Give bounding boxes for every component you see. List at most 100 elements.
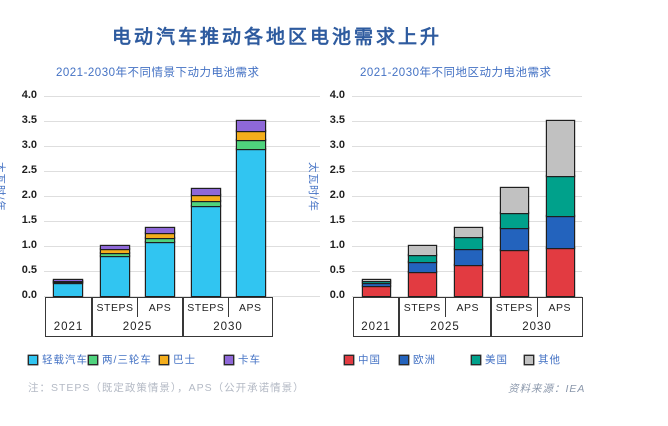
gridline bbox=[44, 146, 320, 147]
y-tick-label: 4.0 bbox=[329, 89, 345, 101]
bar-segment bbox=[100, 253, 129, 256]
legend-label: 卡车 bbox=[238, 354, 261, 366]
source-credit: 资料来源：IEA bbox=[508, 383, 586, 395]
year-label: 2030 bbox=[213, 320, 243, 333]
bar-segment bbox=[454, 249, 482, 265]
legend-swatch-icon bbox=[89, 355, 97, 364]
bar-segment bbox=[54, 281, 82, 282]
bar-segment bbox=[546, 248, 574, 296]
bar-segment bbox=[146, 241, 174, 296]
bar-segment bbox=[546, 216, 574, 248]
bar-segment bbox=[236, 131, 265, 140]
y-axis-title: 太瓦时/年 bbox=[307, 162, 319, 212]
y-tick-label: 4.0 bbox=[21, 89, 37, 101]
bar bbox=[236, 121, 265, 296]
bar-segment bbox=[546, 121, 574, 176]
legend-swatch-icon bbox=[225, 355, 233, 364]
legend-swatch-icon bbox=[345, 355, 353, 364]
bar bbox=[546, 121, 574, 296]
legend-swatch-icon bbox=[160, 355, 168, 364]
chart-subtitle-scenarios: 2021-2030年不同情景下动力电池需求 bbox=[56, 67, 260, 79]
legend-label: 两/三轮车 bbox=[102, 354, 152, 366]
bar-segment bbox=[191, 201, 220, 206]
bar-segment bbox=[146, 228, 174, 233]
scenario-label: STEPS bbox=[492, 298, 538, 317]
bar-segment bbox=[546, 176, 574, 216]
scenario-row: STEPS APS bbox=[400, 298, 490, 317]
y-tick-label: 1.5 bbox=[329, 214, 345, 226]
gridline bbox=[352, 196, 582, 197]
x-axis-group: STEPS APS 2025 bbox=[92, 297, 183, 337]
bar-segment bbox=[454, 265, 482, 296]
bar-segment bbox=[54, 282, 82, 296]
footnote: 注：STEPS（既定政策情景），APS（公开承诺情景） bbox=[28, 382, 305, 394]
bar bbox=[362, 279, 390, 296]
gridline bbox=[352, 296, 582, 297]
bar-segment bbox=[236, 121, 265, 131]
legend-item: 两/三轮车 bbox=[89, 352, 152, 367]
figure-title: 电动汽车推动各地区电池需求上升 bbox=[112, 27, 443, 48]
x-axis-group: 2021 bbox=[353, 297, 399, 337]
bar bbox=[191, 188, 220, 296]
legend-label: 美国 bbox=[485, 354, 508, 366]
bar-segment bbox=[454, 236, 482, 249]
year-label: 2025 bbox=[122, 320, 153, 333]
legend-label: 欧洲 bbox=[413, 354, 436, 366]
scenario-label: APS bbox=[238, 301, 262, 314]
bar-segment bbox=[100, 255, 129, 296]
bar-segment bbox=[362, 286, 390, 296]
y-tick-label: 2.5 bbox=[329, 164, 345, 176]
gridline bbox=[44, 96, 320, 97]
y-tick-label: 0.0 bbox=[329, 289, 345, 301]
year-label: 2030 bbox=[522, 320, 552, 333]
legend-item: 欧洲 bbox=[400, 352, 436, 367]
bar-segment bbox=[146, 238, 174, 242]
bar bbox=[100, 246, 129, 296]
scenario-row: STEPS APS bbox=[492, 298, 582, 317]
y-tick-label: 2.0 bbox=[329, 189, 345, 201]
bar bbox=[454, 227, 482, 296]
scenario-row bbox=[46, 298, 91, 317]
scenario-label: APS bbox=[548, 301, 571, 314]
bar-segment bbox=[408, 261, 436, 272]
scenario-row: STEPS APS bbox=[93, 298, 182, 317]
gridline bbox=[352, 171, 582, 172]
legend-item: 中国 bbox=[345, 352, 381, 367]
legend-item: 轻载汽车 bbox=[29, 352, 88, 367]
x-axis-group: 2021 bbox=[45, 297, 92, 337]
legend-label: 中国 bbox=[358, 354, 381, 366]
gridline bbox=[352, 146, 582, 147]
legend-swatch-icon bbox=[400, 355, 408, 364]
bar-segment bbox=[191, 195, 220, 201]
bar-segment bbox=[362, 282, 390, 286]
legend-label: 巴士 bbox=[173, 354, 196, 366]
gridline bbox=[352, 96, 582, 97]
y-tick-label: 2.0 bbox=[21, 189, 37, 201]
y-tick-label: 3.0 bbox=[329, 139, 345, 151]
bar bbox=[500, 188, 528, 296]
y-axis-title: 太瓦时/年 bbox=[0, 162, 6, 212]
bar-segment bbox=[408, 271, 436, 296]
bar bbox=[408, 246, 436, 296]
y-tick-label: 3.0 bbox=[21, 139, 37, 151]
scenario-row: STEPS APS bbox=[184, 298, 272, 317]
bar-segment bbox=[146, 233, 174, 238]
bar-segment bbox=[100, 246, 129, 249]
bar-segment bbox=[191, 188, 220, 195]
gridline bbox=[44, 246, 320, 247]
x-axis-group: STEPS APS 2025 bbox=[399, 297, 491, 337]
y-tick-label: 3.5 bbox=[329, 114, 345, 126]
y-tick-label: 1.0 bbox=[329, 239, 345, 251]
y-tick-label: 0.5 bbox=[21, 264, 37, 276]
bar bbox=[54, 280, 82, 296]
scenario-label: STEPS bbox=[184, 298, 229, 317]
gridline bbox=[352, 221, 582, 222]
bar-segment bbox=[236, 148, 265, 296]
year-label: 2021 bbox=[361, 320, 391, 333]
legend-label: 轻载汽车 bbox=[42, 354, 88, 366]
x-axis-group: STEPS APS 2030 bbox=[183, 297, 273, 337]
bar-segment bbox=[191, 206, 220, 296]
bar-segment bbox=[236, 140, 265, 149]
y-tick-label: 2.5 bbox=[21, 164, 37, 176]
